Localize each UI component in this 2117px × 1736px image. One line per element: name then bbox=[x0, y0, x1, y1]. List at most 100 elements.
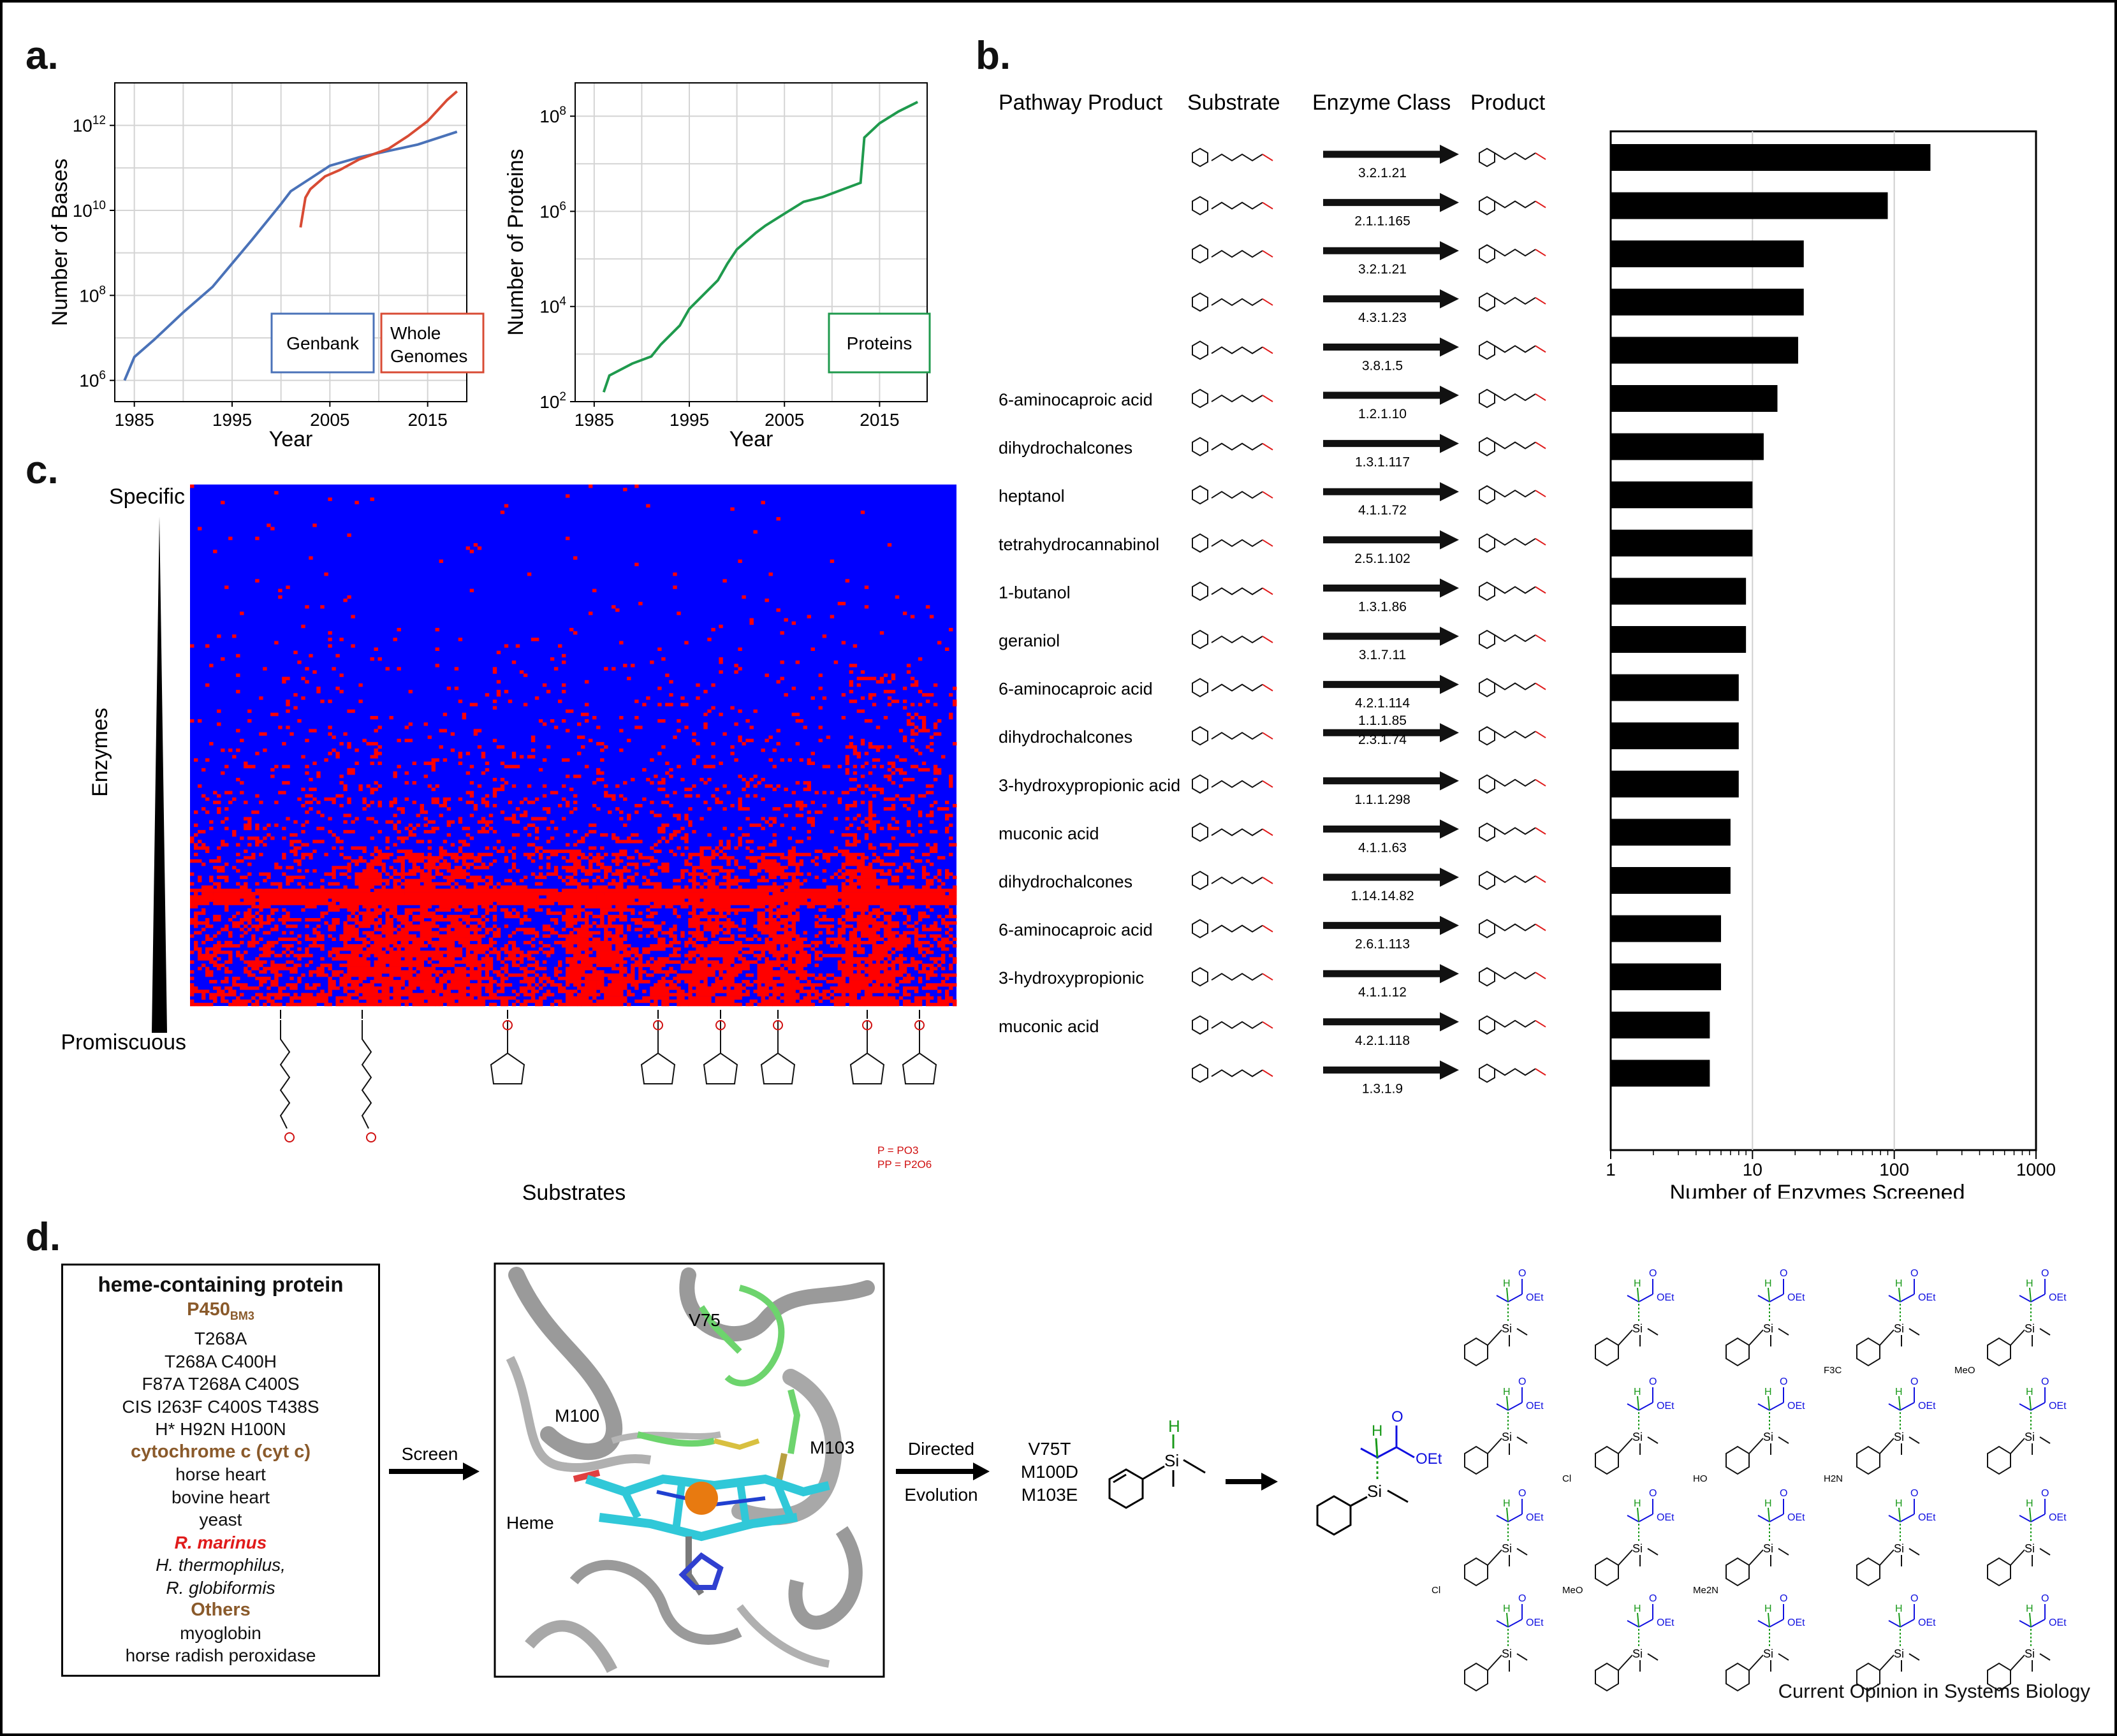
heatmap-cell bbox=[309, 973, 313, 977]
heatmap-cell bbox=[339, 996, 344, 1000]
heatmap-cell bbox=[745, 807, 750, 811]
heatmap-cell bbox=[546, 866, 551, 870]
heatmap-cell bbox=[853, 836, 858, 840]
heatmap-cell bbox=[416, 901, 424, 905]
heatmap-cell bbox=[343, 895, 348, 899]
heatmap-cell bbox=[803, 804, 807, 808]
heatmap-cell bbox=[879, 680, 884, 684]
new-bond bbox=[1535, 393, 1546, 401]
heatmap-cell bbox=[274, 866, 282, 870]
heatmap-cell bbox=[722, 921, 735, 925]
heatmap-cell bbox=[722, 951, 727, 954]
heatmap-cell bbox=[446, 970, 451, 974]
heatmap-cell bbox=[404, 826, 409, 831]
heatmap-cell bbox=[941, 937, 949, 941]
heatmap-cell bbox=[711, 924, 719, 928]
heatmap-cell bbox=[680, 872, 685, 876]
heatmap-cell bbox=[696, 914, 712, 919]
heatmap-cell bbox=[856, 966, 873, 970]
heatmap-cell bbox=[925, 951, 934, 954]
heatmap-cell bbox=[240, 888, 252, 893]
heatmap-cell bbox=[201, 989, 210, 993]
heatmap-cell bbox=[895, 755, 900, 759]
heatmap-cell bbox=[416, 957, 420, 961]
heatmap-cell bbox=[412, 986, 416, 990]
heatmap-cell bbox=[949, 888, 957, 893]
heatmap-cell bbox=[730, 957, 735, 961]
heatmap-cell bbox=[312, 905, 317, 908]
heatmap-cell bbox=[795, 800, 803, 805]
heatmap-cell bbox=[228, 954, 233, 958]
heatmap-cell bbox=[719, 937, 723, 941]
heatmap-cell bbox=[627, 836, 631, 840]
bond-chain bbox=[1494, 1019, 1536, 1028]
heatmap-cell bbox=[523, 905, 532, 908]
heatmap-cell bbox=[562, 817, 566, 821]
heatmap-cell bbox=[305, 963, 309, 967]
heatmap-cell bbox=[918, 892, 923, 896]
heatmap-cell bbox=[887, 914, 892, 919]
heatmap-cell bbox=[696, 741, 700, 746]
heatmap-cell bbox=[627, 863, 631, 866]
heatmap-cell bbox=[673, 573, 677, 576]
heatmap-cell bbox=[661, 898, 670, 902]
reaction-arrowhead bbox=[1440, 868, 1459, 887]
heatmap-cell bbox=[795, 983, 803, 987]
heatmap-cell bbox=[787, 885, 800, 889]
heatmap-cell bbox=[251, 1002, 256, 1007]
product-structure bbox=[1479, 244, 1546, 264]
heatmap-cell bbox=[826, 918, 831, 922]
heatmap-cell bbox=[198, 931, 202, 935]
heatmap-cell bbox=[519, 986, 536, 990]
heatmap-cell bbox=[715, 787, 719, 791]
enzyme-class-label: 3.8.1.5 bbox=[1362, 358, 1403, 373]
heatmap-cell bbox=[443, 993, 448, 996]
heatmap-cell bbox=[707, 833, 712, 837]
heatmap-cell bbox=[270, 712, 275, 717]
heatmap-cell bbox=[427, 892, 436, 896]
bar bbox=[1611, 337, 1798, 364]
heatmap-cell bbox=[765, 879, 769, 882]
heatmap-cell bbox=[953, 875, 957, 879]
heatmap-cell bbox=[400, 875, 405, 879]
heatmap-cell bbox=[692, 944, 696, 948]
heatmap-cell bbox=[198, 954, 206, 958]
heatmap-cell bbox=[236, 778, 240, 782]
heatmap-cell bbox=[772, 898, 784, 902]
heatmap-cell bbox=[891, 764, 896, 769]
heatmap-cell bbox=[320, 947, 325, 951]
heatmap-cell bbox=[270, 895, 275, 899]
heatmap-cell bbox=[818, 957, 823, 961]
heatmap-cell bbox=[205, 810, 210, 814]
heatmap-cell bbox=[761, 980, 769, 984]
heatmap-cell bbox=[270, 898, 275, 902]
heatmap-cell bbox=[738, 647, 742, 651]
heatmap-cell bbox=[550, 719, 555, 723]
heatmap-cell bbox=[925, 993, 930, 996]
heatmap-cell bbox=[519, 957, 524, 961]
heatmap-cell bbox=[286, 866, 294, 870]
heatmap-cell bbox=[320, 840, 325, 843]
heatmap-cell bbox=[566, 960, 570, 964]
heatmap-cell bbox=[856, 924, 865, 928]
heatmap-cell bbox=[875, 966, 888, 970]
heatmap-cell bbox=[657, 787, 662, 791]
heatmap-cell bbox=[523, 826, 528, 831]
heatmap-cell bbox=[297, 875, 305, 879]
heatmap-cell bbox=[534, 829, 539, 834]
heatmap-cell bbox=[887, 973, 904, 977]
heatmap-cell bbox=[240, 791, 244, 794]
heatmap-cell bbox=[496, 983, 501, 987]
ring bbox=[1192, 437, 1208, 456]
heatmap-cell bbox=[393, 638, 397, 641]
heatmap-cell bbox=[921, 914, 930, 919]
heatmap-cell bbox=[274, 863, 279, 866]
heatmap-cell bbox=[519, 1002, 524, 1007]
heatmap-cell bbox=[945, 872, 953, 876]
bar bbox=[1611, 1060, 1710, 1087]
heatmap-cell bbox=[511, 764, 516, 769]
heatmap-cell bbox=[282, 852, 286, 857]
heatmap-cell bbox=[190, 921, 198, 925]
heatmap-cell bbox=[799, 813, 803, 817]
heatmap-cell bbox=[316, 934, 321, 938]
